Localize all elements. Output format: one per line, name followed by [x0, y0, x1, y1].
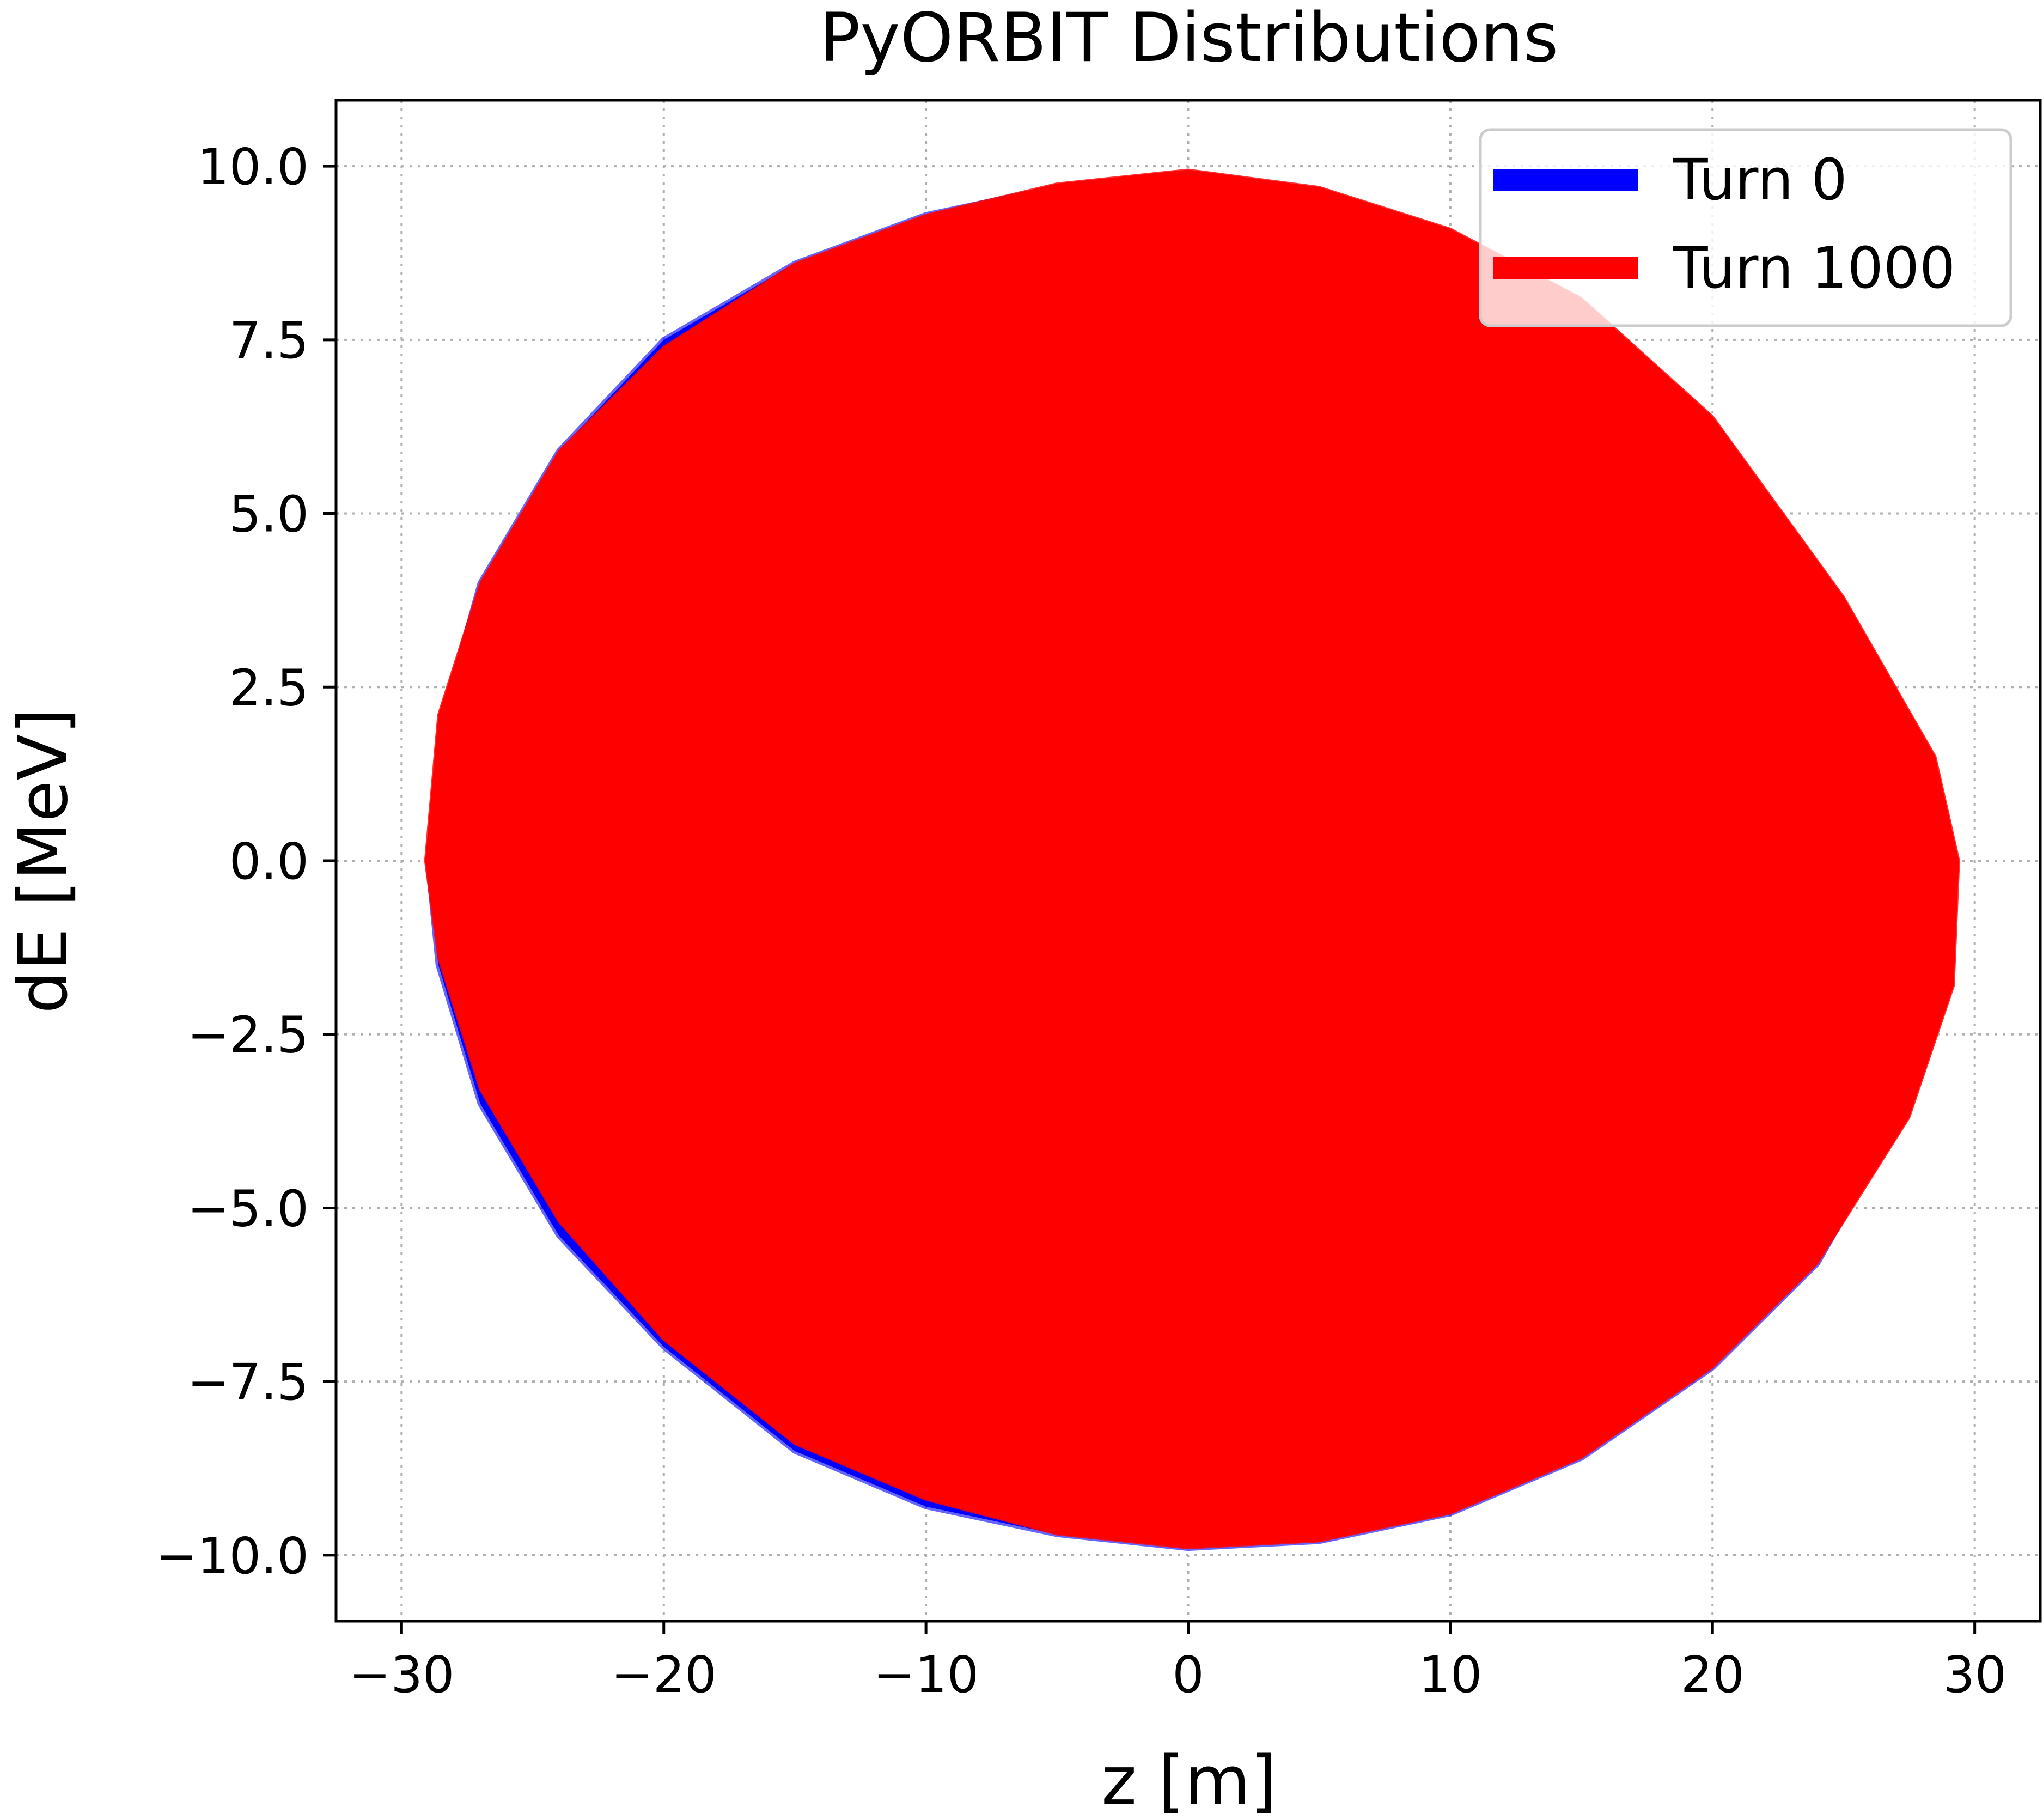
x-tick-label: 0: [1172, 1646, 1204, 1704]
y-tick-label: −10.0: [155, 1527, 309, 1585]
y-tick-label: 7.5: [229, 312, 309, 370]
y-axis: 10.0 7.5 5.0 2.5 0.0 −2.5 −5.0 −7.5 −10.0: [155, 138, 336, 1585]
x-tick-label: 30: [1943, 1646, 2007, 1704]
x-tick-label: 20: [1681, 1646, 1745, 1704]
y-tick-label: −2.5: [187, 1006, 309, 1064]
scatter-series: [424, 168, 1960, 1551]
y-tick-label: 5.0: [229, 485, 309, 544]
y-tick-label: 2.5: [229, 659, 309, 717]
x-tick-label: −30: [349, 1646, 454, 1704]
legend-swatch-turn-0: [1493, 169, 1638, 191]
y-tick-label: 10.0: [197, 138, 309, 196]
legend-label-turn-1000: Turn 1000: [1673, 235, 1955, 301]
x-tick-label: −10: [873, 1646, 979, 1704]
x-axis-label: z [m]: [1101, 1742, 1277, 1820]
legend-label-turn-0: Turn 0: [1673, 147, 1847, 213]
x-axis: −30 −20 −10 0 10 20 30: [349, 1621, 2007, 1704]
y-tick-label: 0.0: [229, 832, 309, 891]
x-tick-label: −20: [611, 1646, 717, 1704]
chart-title: PyORBIT Distributions: [820, 0, 1559, 77]
legend-swatch-turn-1000: [1493, 257, 1638, 279]
y-tick-label: −7.5: [187, 1353, 309, 1411]
y-tick-label: −5.0: [187, 1179, 309, 1238]
legend: Turn 0 Turn 1000: [1479, 128, 2012, 327]
x-tick-label: 10: [1418, 1646, 1482, 1704]
scatter-cloud-turn-1000: [424, 168, 1960, 1550]
y-axis-label: dE [MeV]: [4, 708, 83, 1013]
